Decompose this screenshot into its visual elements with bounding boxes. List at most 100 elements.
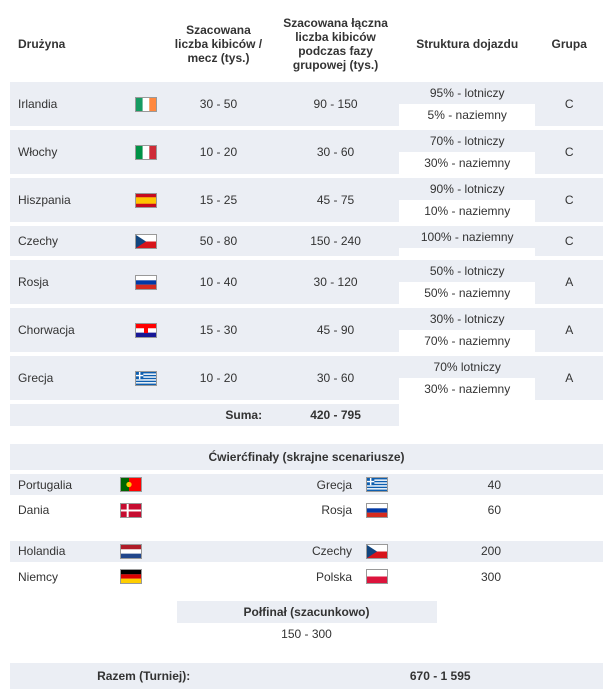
pt-flag-icon [120,477,142,492]
hdr-totalgroup: Szacowana łączna liczba kibiców podczas … [272,10,399,80]
qf-team2: Grecja [156,472,360,497]
total-label: Razem (Turniej): [10,661,277,689]
struct-line: 90% - lotniczy [399,176,535,200]
flag-cell [131,176,165,224]
hdr-structure: Struktura dojazdu [399,10,535,80]
table-row: Grecja10 - 2030 - 6070% lotniczyA [10,354,603,378]
struct-line: 30% - naziemny [399,152,535,176]
struct-line: 10% - naziemny [399,200,535,224]
hdr-group: Grupa [535,10,603,80]
qf-value: 60 [402,497,541,520]
flag-cell [360,539,402,564]
qf-title: Ćwierćfinały (skrajne scenariusze) [10,444,603,470]
table-row: Czechy50 - 80150 - 240100% - naziemnyC [10,224,603,248]
qf-team1: Portugalia [10,472,114,497]
struct-line: 50% - naziemny [399,282,535,306]
group: A [535,258,603,306]
qf-value: 300 [402,564,541,587]
qf-row: HolandiaCzechy200 [10,539,603,564]
cz-flag-icon [366,544,388,559]
flag-cell [114,564,156,587]
total-group: 30 - 120 [272,258,399,306]
table-row: Hiszpania15 - 2545 - 7590% - lotniczyC [10,176,603,200]
table-row: Irlandia30 - 5090 - 15095% - lotniczyC [10,80,603,104]
team-name: Rosja [10,258,131,306]
per-match: 15 - 30 [165,306,272,354]
total-group: 45 - 75 [272,176,399,224]
per-match: 50 - 80 [165,224,272,258]
semi-box: Połfinał (szacunkowo) 150 - 300 [177,601,437,645]
struct-line: 70% - lotniczy [399,128,535,152]
qf-team2: Rosja [156,497,360,520]
dk-flag-icon [120,503,142,518]
flag-cell [114,472,156,497]
total-group: 30 - 60 [272,128,399,176]
nl-flag-icon [120,544,142,559]
ru-flag-icon [135,275,157,290]
flag-cell [360,497,402,520]
team-name: Chorwacja [10,306,131,354]
qf-team2: Polska [156,564,360,587]
flag-cell [131,306,165,354]
table-row: Włochy10 - 2030 - 6070% - lotniczyC [10,128,603,152]
es-flag-icon [135,193,157,208]
group: C [535,128,603,176]
per-match: 10 - 20 [165,354,272,402]
pl-flag-icon [366,569,388,584]
total-group: 90 - 150 [272,80,399,128]
sum-label: Suma: [10,402,272,426]
struct-line: 5% - naziemny [399,104,535,128]
group: A [535,306,603,354]
qf-team1: Niemcy [10,564,114,587]
struct-line: 30% - lotniczy [399,306,535,330]
qf-value: 200 [402,539,541,564]
table-row: Chorwacja15 - 3045 - 9030% - lotniczyA [10,306,603,330]
per-match: 10 - 20 [165,128,272,176]
total-group: 30 - 60 [272,354,399,402]
team-name: Czechy [10,224,131,258]
semi-value: 150 - 300 [177,623,437,645]
group: A [535,354,603,402]
ru-flag-icon [366,503,388,518]
main-table: Drużyna Szacowana liczba kibiców / mecz … [10,10,603,426]
team-name: Grecja [10,354,131,402]
qf-row: Portugalia Grecja 40 [10,472,603,497]
struct-line [399,248,535,258]
gr-flag-icon [366,477,388,492]
group: C [535,80,603,128]
flag-cell [131,128,165,176]
per-match: 10 - 40 [165,258,272,306]
ie-flag-icon [135,97,157,112]
flag-cell [131,258,165,306]
flag-cell [131,354,165,402]
gr-flag-icon [135,371,157,386]
de-flag-icon [120,569,142,584]
team-name: Irlandia [10,80,131,128]
qf-value: 40 [402,472,541,497]
struct-line: 100% - naziemny [399,224,535,248]
struct-line: 50% - lotniczy [399,258,535,282]
table-row: Rosja10 - 4030 - 12050% - lotniczyA [10,258,603,282]
hdr-team: Drużyna [10,10,165,80]
flag-cell [360,472,402,497]
group: C [535,224,603,258]
cz-flag-icon [135,234,157,249]
qf-table: PortugaliaGrecja40DaniaRosja60HolandiaCz… [10,470,603,587]
flag-cell [131,224,165,258]
sum-value: 420 - 795 [272,402,399,426]
team-name: Włochy [10,128,131,176]
semi-title: Połfinał (szacunkowo) [177,601,437,623]
qf-team2: Czechy [156,539,360,564]
flag-cell [114,539,156,564]
hdr-permatch: Szacowana liczba kibiców / mecz (tys.) [165,10,272,80]
group: C [535,176,603,224]
total-value: 670 - 1 595 [277,661,603,689]
struct-line: 95% - lotniczy [399,80,535,104]
flag-cell [131,80,165,128]
per-match: 15 - 25 [165,176,272,224]
struct-line: 70% lotniczy [399,354,535,378]
total-box: Razem (Turniej): 670 - 1 595 [10,659,603,689]
qf-row: Niemcy Polska 300 [10,564,603,587]
total-group: 150 - 240 [272,224,399,258]
team-name: Hiszpania [10,176,131,224]
